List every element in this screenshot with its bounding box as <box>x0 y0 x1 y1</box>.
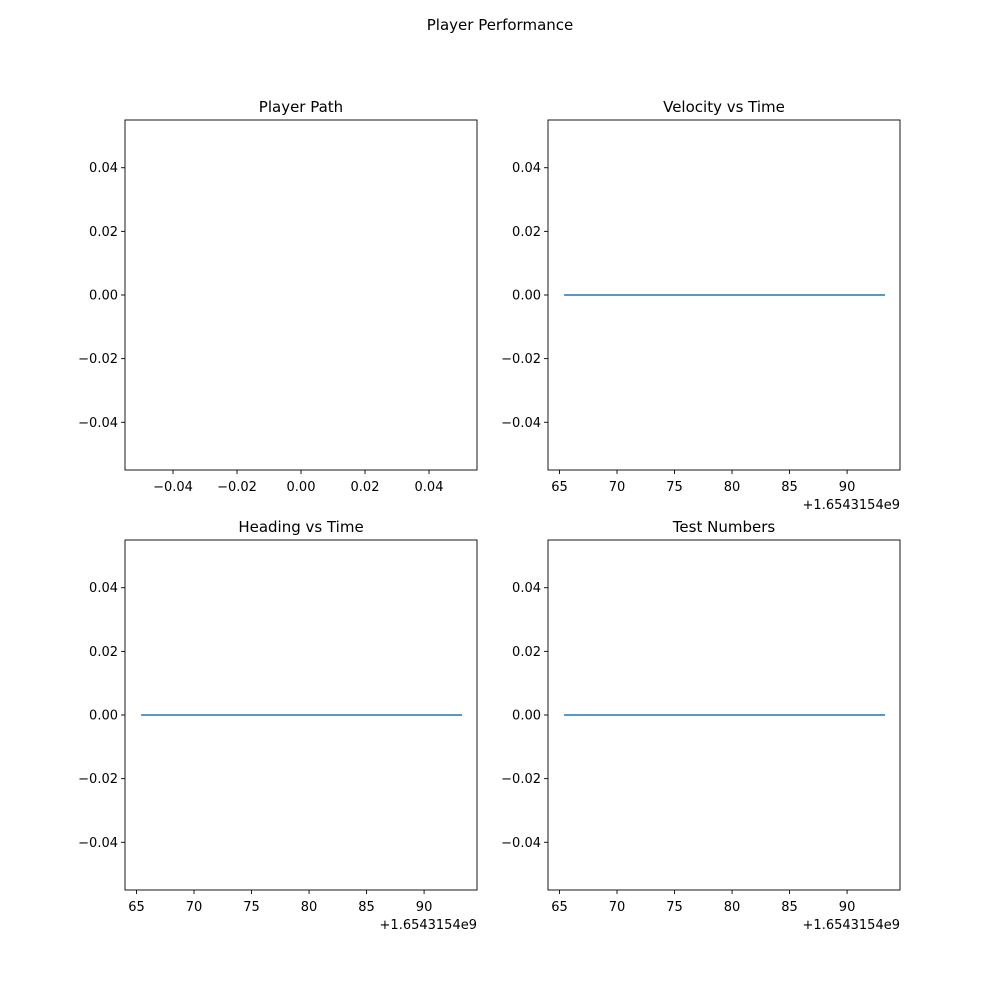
x-tick-label: 75 <box>243 900 260 915</box>
x-tick-label: 65 <box>551 480 568 495</box>
subplot-heading-vs-time: Heading vs Time 0.04 0.02 0.00 −0.02 −0.04 65 7… <box>78 518 478 933</box>
y-tick-label: −0.04 <box>501 836 541 851</box>
y-tick-label: −0.02 <box>78 352 118 367</box>
x-offset-label: +1.6543154e9 <box>803 918 900 933</box>
x-tick-label: 0.04 <box>415 480 444 495</box>
subplot-title: Heading vs Time <box>238 518 363 536</box>
x-tick-label: 75 <box>666 480 683 495</box>
x-tick-label: −0.02 <box>217 480 257 495</box>
y-tick-label: 0.02 <box>89 225 118 240</box>
x-tick-label: 90 <box>416 900 433 915</box>
subplot-velocity-vs-time: Velocity vs Time 0.04 0.02 0.00 −0.02 −0.04 65… <box>501 98 901 513</box>
x-tick-label: 90 <box>839 480 856 495</box>
x-tick-label: 80 <box>724 900 741 915</box>
x-tick-label: 85 <box>781 900 798 915</box>
y-tick-label: −0.02 <box>501 772 541 787</box>
subplot-title: Player Path <box>259 98 343 116</box>
x-tick-label: 70 <box>609 900 626 915</box>
y-tick-label: −0.04 <box>78 416 118 431</box>
y-tick-label: 0.04 <box>512 161 541 176</box>
y-tick-label: 0.02 <box>512 645 541 660</box>
x-tick-label: −0.04 <box>153 480 193 495</box>
x-tick-label: 70 <box>609 480 626 495</box>
y-tick-label: 0.04 <box>512 581 541 596</box>
x-tick-label: 75 <box>666 900 683 915</box>
x-tick-label: 65 <box>551 900 568 915</box>
axes-frame <box>124 119 478 471</box>
subplot-title: Velocity vs Time <box>663 98 785 116</box>
y-tick-label: −0.04 <box>501 416 541 431</box>
y-tick-label: 0.04 <box>89 581 118 596</box>
subplot-title: Test Numbers <box>672 518 776 536</box>
y-tick-label: 0.00 <box>89 289 118 304</box>
y-tick-label: 0.02 <box>512 225 541 240</box>
y-tick-label: −0.02 <box>501 352 541 367</box>
x-tick-label: 85 <box>781 480 798 495</box>
x-tick-label: 80 <box>301 900 318 915</box>
subplot-test-numbers: Test Numbers 0.04 0.02 0.00 −0.02 −0.04 65 70 75… <box>501 518 901 933</box>
y-tick-label: 0.02 <box>89 645 118 660</box>
x-offset-label: +1.6543154e9 <box>803 498 900 513</box>
x-tick-label: 70 <box>186 900 203 915</box>
x-tick-label: 0.00 <box>287 480 316 495</box>
x-offset-label: +1.6543154e9 <box>380 918 477 933</box>
x-tick-label: 85 <box>358 900 375 915</box>
x-tick-label: 65 <box>128 900 145 915</box>
y-tick-label: 0.00 <box>89 709 118 724</box>
y-tick-label: 0.04 <box>89 161 118 176</box>
figure-title: Player Performance <box>426 16 574 34</box>
y-tick-label: 0.00 <box>512 709 541 724</box>
y-tick-label: −0.04 <box>78 836 118 851</box>
subplot-player-path: Player Path 0.04 0.02 0.00 −0.02 −0.04 −0.04 −0… <box>78 98 478 495</box>
x-tick-label: 90 <box>839 900 856 915</box>
x-tick-label: 80 <box>724 480 741 495</box>
y-tick-label: 0.00 <box>512 289 541 304</box>
x-tick-label: 0.02 <box>351 480 380 495</box>
y-tick-label: −0.02 <box>78 772 118 787</box>
